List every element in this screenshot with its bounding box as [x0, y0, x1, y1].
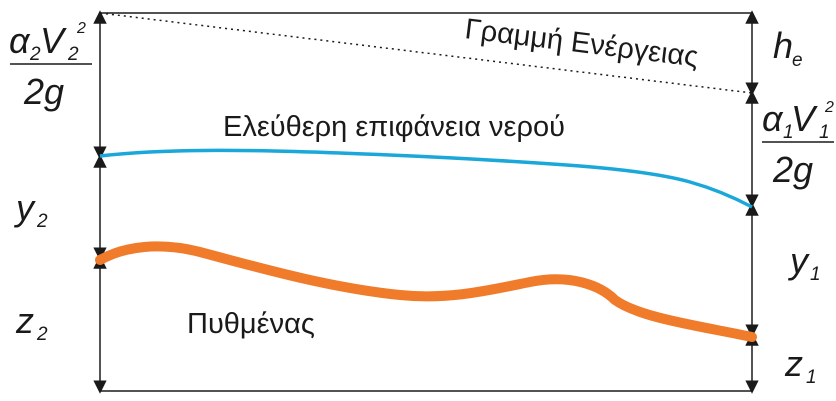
right-denominator: 2g	[772, 149, 813, 190]
left-velocity-head-label: α 2 V 2 2 2g	[9, 20, 92, 112]
right-depth-y: y	[787, 240, 810, 281]
right-elevation-label: z 1	[784, 343, 817, 388]
energy-line	[99, 12, 753, 94]
left-denominator: 2g	[23, 71, 64, 112]
left-elevation-z: z	[15, 300, 34, 341]
left-depth-y: y	[13, 187, 36, 228]
energy-line-label: Γραμμή Ενέργειας	[463, 13, 700, 73]
head-loss-label: h e	[773, 25, 803, 71]
right-alpha-sub: 1	[783, 122, 794, 143]
right-elevation-sub: 1	[806, 367, 817, 388]
left-elevation-sub: 2	[36, 324, 48, 345]
free-surface-line	[99, 148, 753, 209]
right-velocity-head-label: α 1 V 1 2 2g	[762, 98, 834, 190]
left-alpha: α	[9, 20, 31, 61]
left-v: V	[40, 20, 67, 61]
right-depth-sub: 1	[810, 264, 821, 285]
channel-bed-line	[95, 241, 757, 342]
left-alpha-sub: 2	[29, 44, 41, 65]
left-elevation-label: z 2	[15, 300, 48, 345]
right-depth-label: y 1	[787, 240, 821, 285]
left-v-sub: 2	[67, 44, 79, 65]
right-v-sub: 1	[819, 122, 830, 143]
right-alpha: α	[762, 98, 784, 139]
head-loss-sub: e	[792, 50, 803, 71]
left-depth-sub: 2	[36, 211, 48, 232]
free-surface-label: Ελεύθερη επιφάνεια νερού	[223, 111, 565, 143]
head-loss-h: h	[773, 25, 793, 66]
right-v: V	[791, 98, 818, 139]
bed-label: Πυθμένας	[187, 308, 315, 340]
right-elevation-z: z	[784, 343, 803, 384]
left-depth-label: y 2	[13, 187, 48, 232]
left-power: 2	[76, 20, 86, 37]
right-power: 2	[824, 99, 834, 116]
